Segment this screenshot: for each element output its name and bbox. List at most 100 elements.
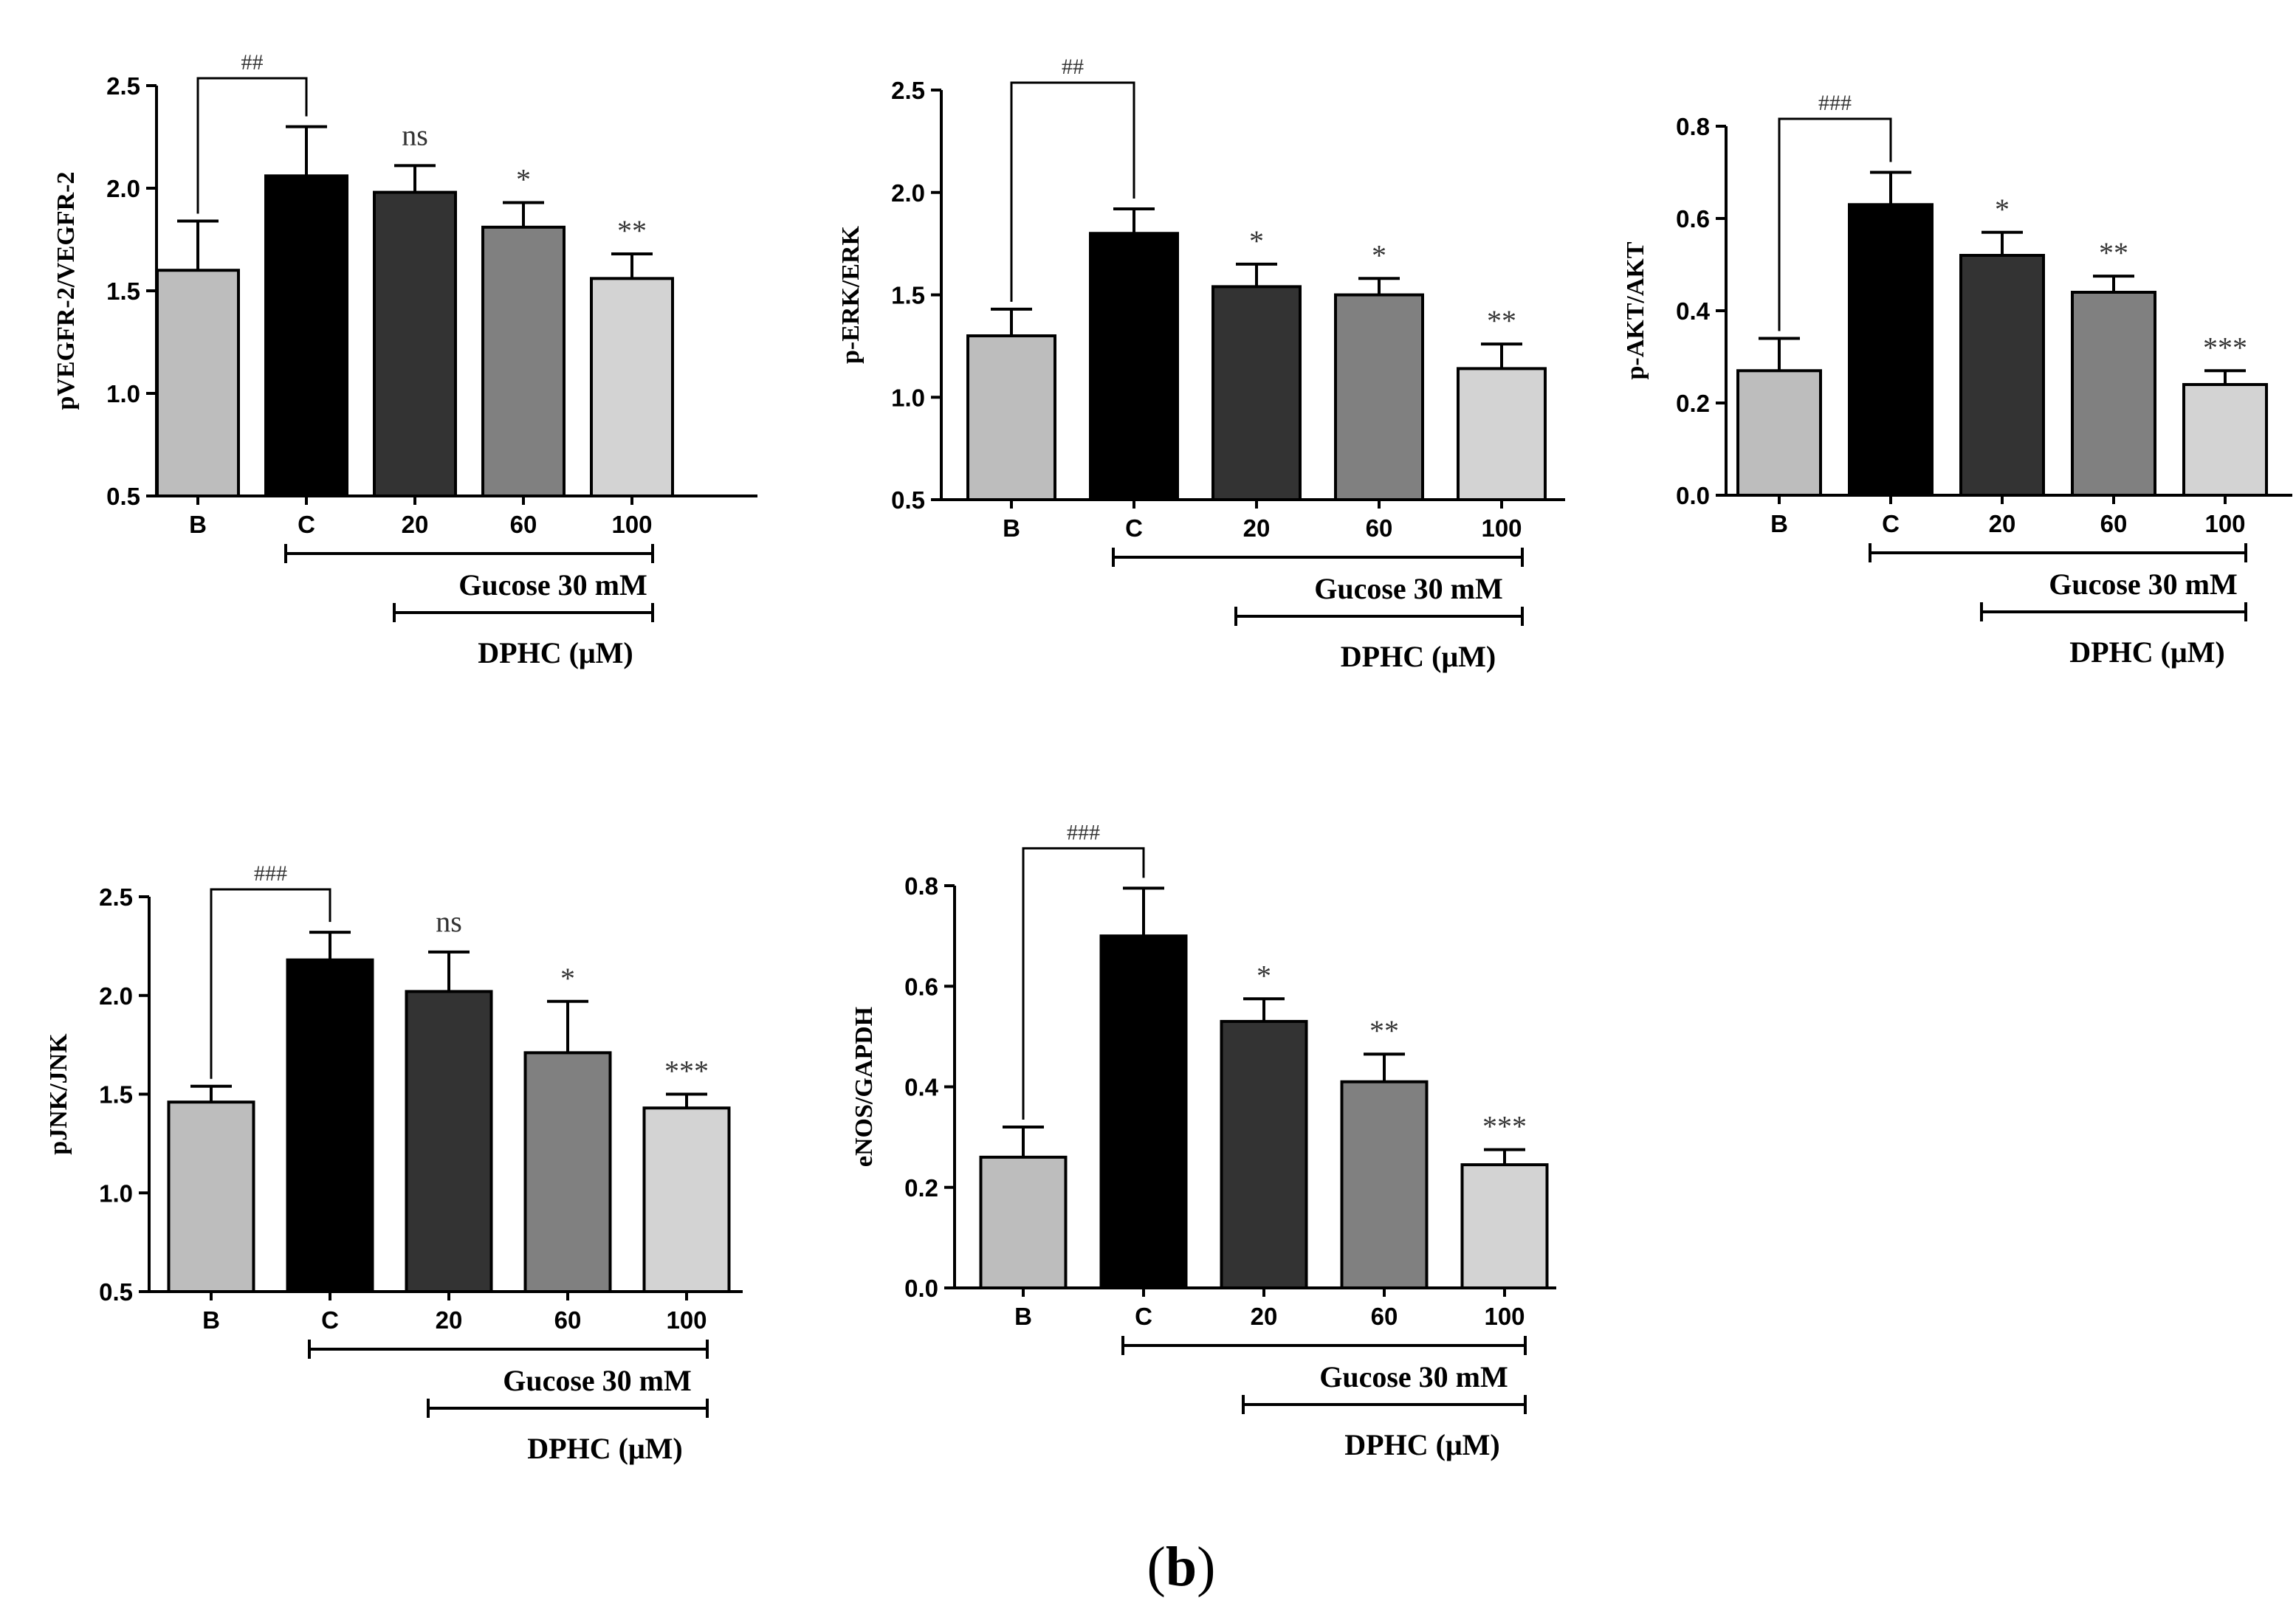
x-tick-label: 100 xyxy=(666,1306,707,1334)
bar xyxy=(979,1155,1068,1289)
x-tick-label: 20 xyxy=(1989,510,2016,537)
y-tick-label: 1.5 xyxy=(99,1081,133,1109)
x-tick-label: B xyxy=(1003,514,1020,542)
bar xyxy=(167,1100,255,1293)
x-tick-label: 100 xyxy=(1481,514,1522,542)
x-tick-label: 60 xyxy=(2100,510,2128,537)
y-tick-label: 1.5 xyxy=(891,282,925,309)
bar xyxy=(1099,934,1188,1289)
bar xyxy=(1457,367,1547,501)
significance-label: * xyxy=(516,162,531,196)
bar xyxy=(590,277,674,497)
significance-label: *** xyxy=(1482,1110,1527,1143)
significance-label: *** xyxy=(664,1055,709,1088)
bracket-label: ### xyxy=(1067,820,1100,844)
y-tick-label: 0.4 xyxy=(1676,297,1711,325)
significance-label: * xyxy=(1257,959,1271,992)
glucose-group-label: Gucose 30 mM xyxy=(1314,572,1503,605)
chart-enos-panel: 0.0 0.2 0.4 0.6 0.8 eNOS/GAPDH B C 20 * 60 ** 100 ***… xyxy=(850,820,1556,1461)
bar xyxy=(2182,383,2268,497)
bar xyxy=(642,1106,731,1293)
glucose-group-label: Gucose 30 mM xyxy=(503,1364,692,1397)
x-tick-label: C xyxy=(1125,514,1143,542)
x-tick-label: 60 xyxy=(1366,514,1393,542)
significance-bracket xyxy=(210,888,331,1079)
bar xyxy=(523,1051,612,1293)
x-tick-label: C xyxy=(298,511,315,538)
dphc-group-label: DPHC (μM) xyxy=(527,1432,682,1465)
x-tick-label: 60 xyxy=(510,511,537,538)
dphc-group-label: DPHC (μM) xyxy=(1344,1428,1499,1461)
y-tick-label: 2.0 xyxy=(891,179,925,207)
significance-label: * xyxy=(1249,224,1264,258)
significance-label: ** xyxy=(1487,304,1516,337)
x-tick-label: 100 xyxy=(611,511,652,538)
significance-label: ** xyxy=(1369,1014,1399,1047)
y-tick-label: 0.5 xyxy=(106,483,140,510)
y-tick-label: 0.5 xyxy=(99,1278,133,1306)
y-tick-label: 2.0 xyxy=(99,982,133,1010)
x-tick-label: 100 xyxy=(1484,1303,1525,1330)
x-tick-label: C xyxy=(321,1306,339,1334)
bar xyxy=(156,269,240,497)
bar xyxy=(1211,285,1302,501)
significance-bracket xyxy=(1778,117,1892,331)
y-tick-label: 1.0 xyxy=(891,384,925,411)
y-tick-label: 0.0 xyxy=(1676,482,1710,509)
y-tick-label: 0.8 xyxy=(1676,113,1710,140)
bar xyxy=(2071,291,2156,497)
y-tick-label: 1.0 xyxy=(106,380,140,407)
significance-label: * xyxy=(560,962,575,995)
y-axis-label: pJNK/JNK xyxy=(45,1033,72,1155)
y-tick-label: 2.0 xyxy=(106,175,140,202)
y-tick-label: 0.2 xyxy=(904,1174,938,1202)
significance-bracket xyxy=(1022,847,1145,1120)
bracket-label: ## xyxy=(241,50,264,75)
bar xyxy=(1220,1019,1308,1289)
y-tick-label: 1.0 xyxy=(99,1179,133,1207)
bar xyxy=(481,225,566,497)
bar xyxy=(405,990,493,1294)
dphc-group-label: DPHC (μM) xyxy=(1341,640,1496,673)
bracket-label: ### xyxy=(1818,91,1852,115)
dphc-group-label: DPHC (μM) xyxy=(2069,635,2224,669)
bar xyxy=(286,958,374,1293)
bracket-label: ### xyxy=(254,861,287,886)
y-tick-label: 0.2 xyxy=(1676,390,1710,417)
y-tick-label: 0.4 xyxy=(904,1074,939,1101)
x-tick-label: 20 xyxy=(1243,514,1271,542)
bar xyxy=(1340,1080,1429,1289)
significance-label: ** xyxy=(617,214,647,247)
significance-label: *** xyxy=(2203,331,2247,364)
x-tick-label: 20 xyxy=(402,511,429,538)
significance-label: ns xyxy=(436,905,462,938)
significance-bracket xyxy=(1010,81,1135,302)
chart-p-erk-panel: 0.5 1.0 1.5 2.0 2.5 p-ERK/ERK B C 20 * 60 * 100 ** ## G… xyxy=(837,55,1565,673)
bar xyxy=(1460,1163,1549,1289)
chart-p-akt-panel: 0.0 0.2 0.4 0.6 0.8 p-AKT/AKT B C 20 * 60 ** 100 *** #… xyxy=(1622,91,2292,669)
x-tick-label: C xyxy=(1135,1303,1152,1330)
bar xyxy=(1959,254,2045,497)
glucose-group-label: Gucose 30 mM xyxy=(458,568,647,602)
x-tick-label: 100 xyxy=(2204,510,2245,537)
bar xyxy=(1848,203,1934,497)
significance-label: * xyxy=(1372,238,1386,272)
significance-label: * xyxy=(1995,193,2010,226)
chart-pvegfr-2-panel: 0.5 1.0 1.5 2.0 2.5 pVEGFR-2/VEGFR-2 B C 20 ns 60 *… xyxy=(52,50,757,669)
dphc-group-label: DPHC (μM) xyxy=(478,636,633,669)
bracket-label: ## xyxy=(1062,55,1084,79)
y-tick-label: 0.8 xyxy=(904,872,938,900)
bar xyxy=(1736,369,1822,497)
y-axis-label: pVEGFR-2/VEGFR-2 xyxy=(52,172,80,410)
significance-label: ns xyxy=(402,118,428,151)
bar xyxy=(1334,293,1424,501)
bar xyxy=(373,190,457,497)
significance-label: ** xyxy=(2099,236,2128,269)
bar xyxy=(966,334,1056,501)
y-tick-label: 2.5 xyxy=(99,883,133,911)
x-tick-label: 60 xyxy=(1371,1303,1398,1330)
bar xyxy=(264,174,348,497)
y-axis-label: eNOS/GAPDH xyxy=(850,1007,878,1167)
y-tick-label: 0.5 xyxy=(891,486,925,514)
